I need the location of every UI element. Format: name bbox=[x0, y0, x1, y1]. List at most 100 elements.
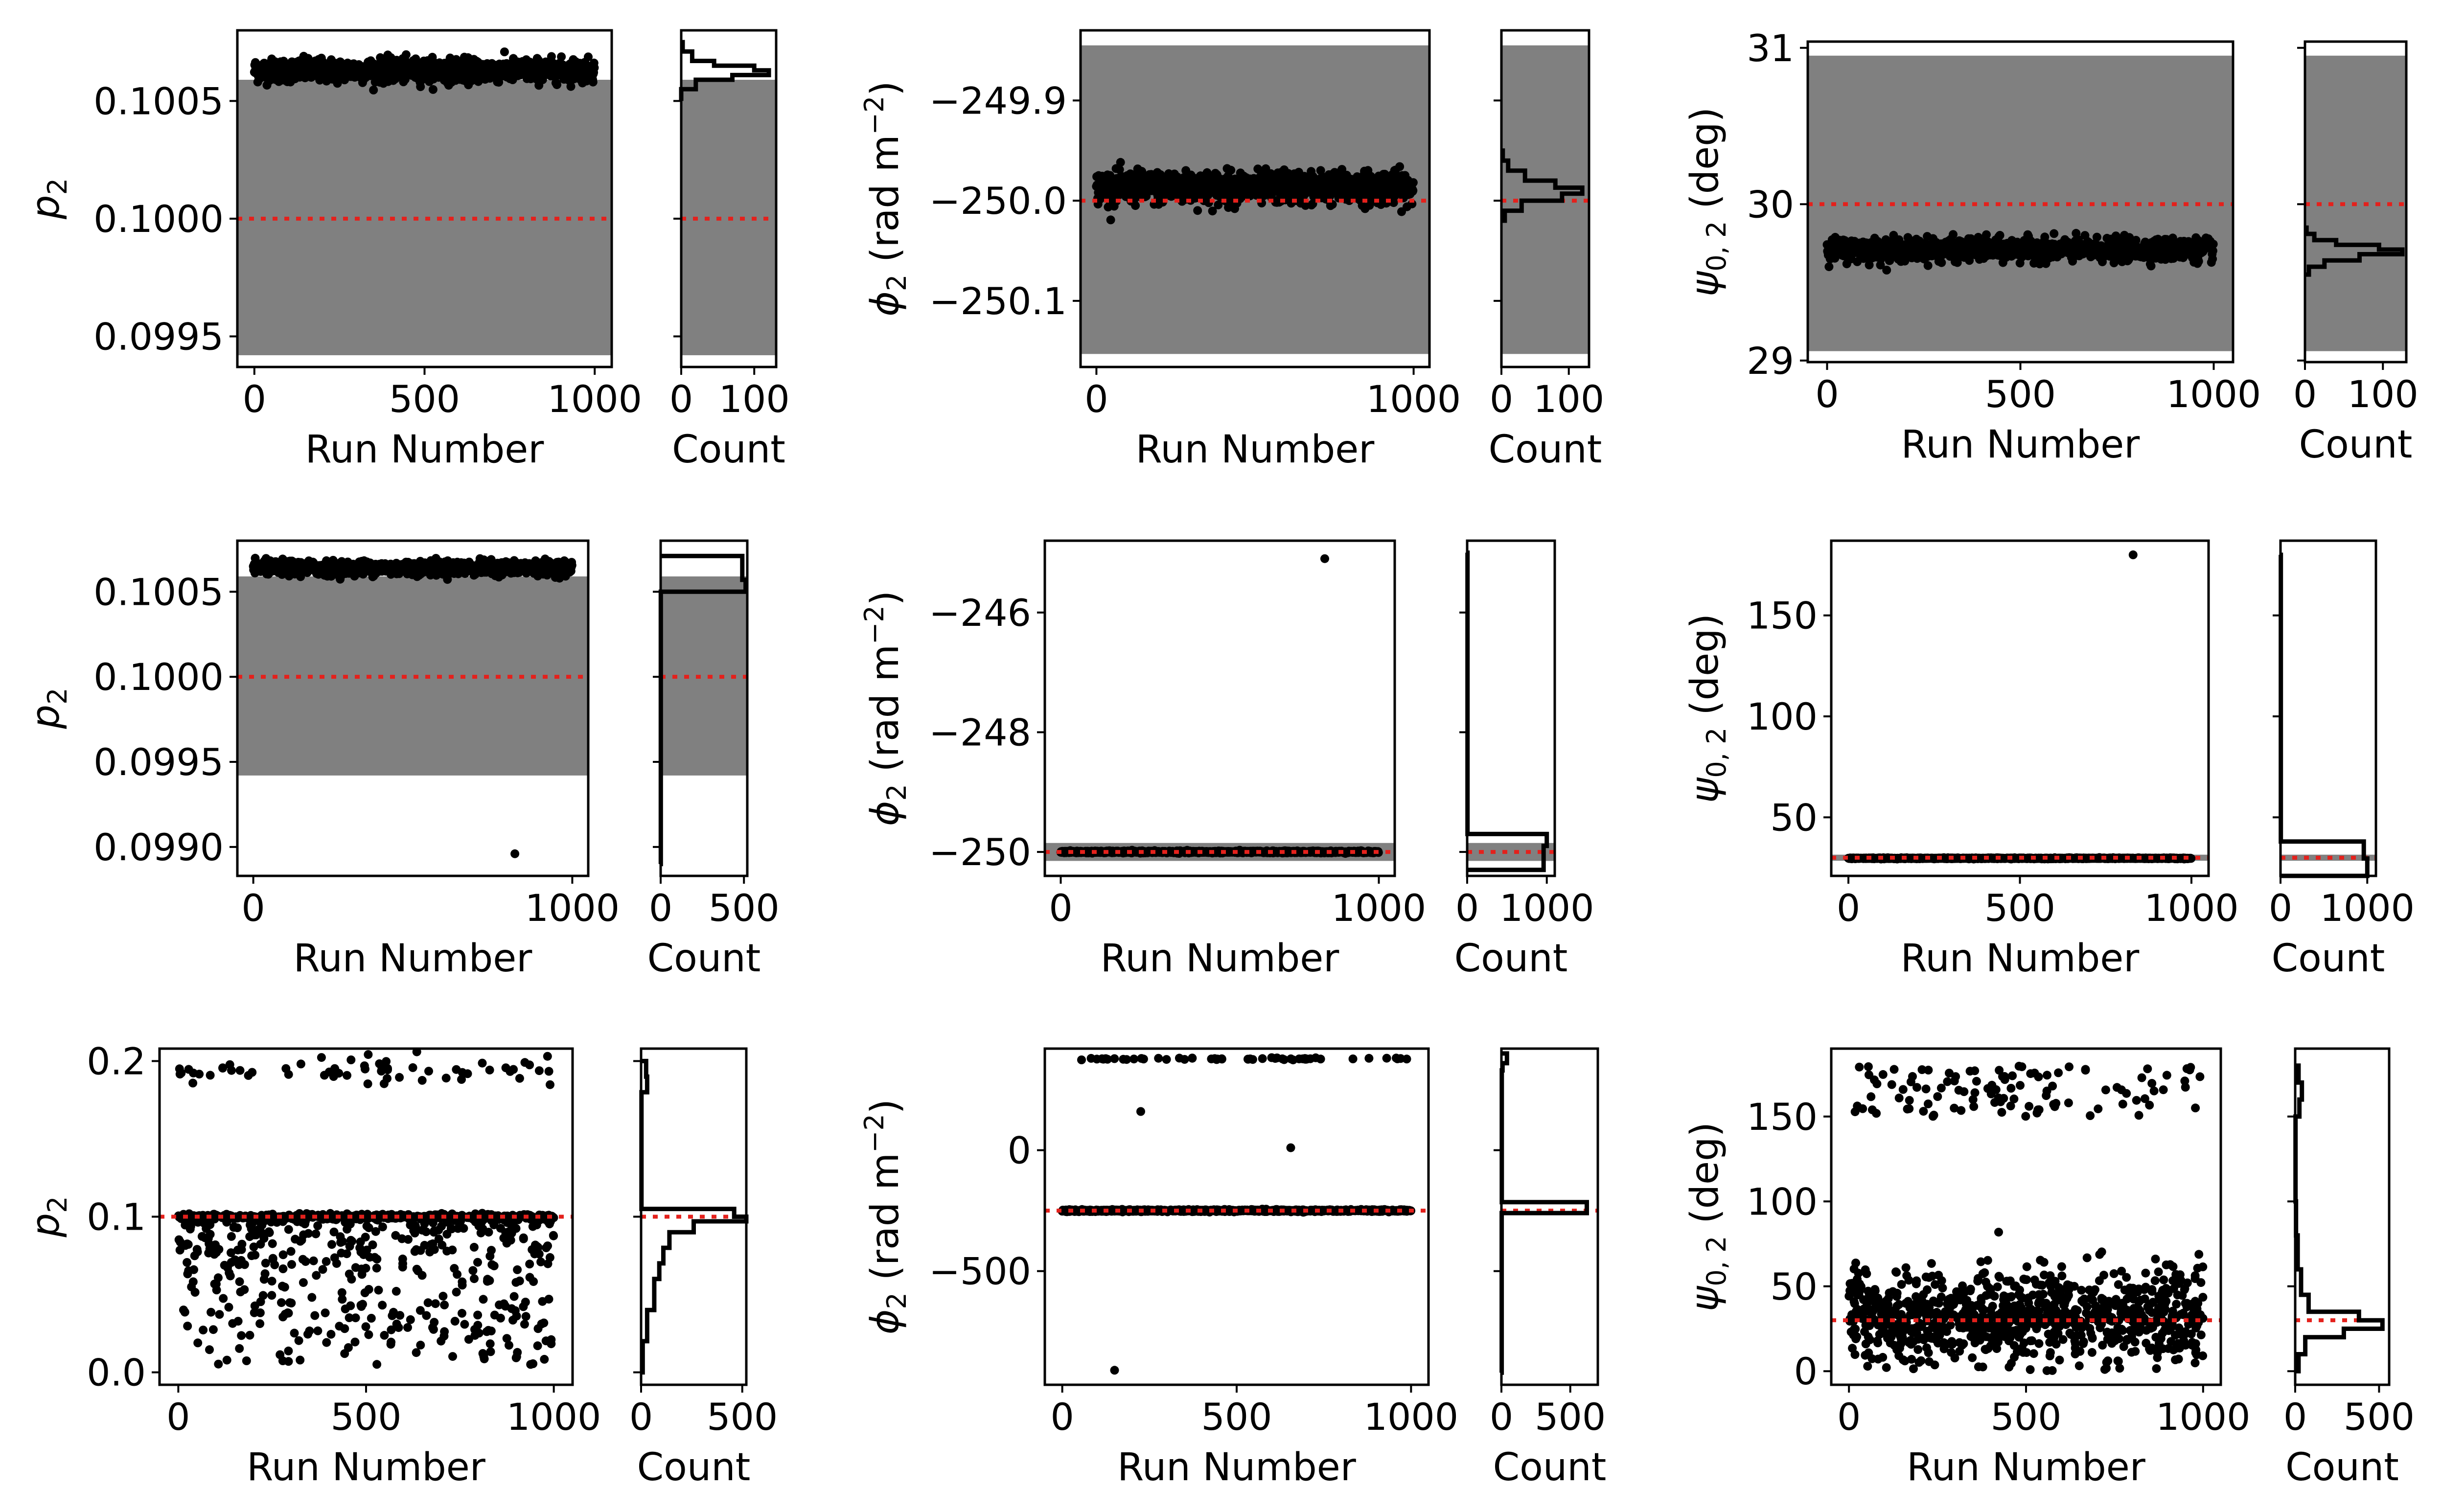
y-tick-label: −250.1 bbox=[929, 279, 1067, 323]
hist-x-tick-label: 100 bbox=[719, 377, 790, 421]
data-point bbox=[588, 77, 598, 87]
data-point bbox=[401, 50, 411, 59]
data-point bbox=[1408, 186, 1418, 195]
data-point bbox=[1824, 262, 1834, 272]
data-point bbox=[1408, 178, 1418, 187]
data-point bbox=[2050, 229, 2059, 238]
data-point bbox=[1116, 158, 1125, 167]
y-axis-label: ψ0, 2 (deg) bbox=[1683, 107, 1732, 297]
data-point bbox=[566, 82, 576, 91]
y-axis-label-part: 0, 2 bbox=[1701, 221, 1732, 272]
x-axis-label: Run Number bbox=[1901, 423, 2141, 467]
data-point bbox=[1226, 165, 1236, 175]
y-tick-label: 0.1000 bbox=[93, 197, 224, 241]
y-tick-label: 0.1005 bbox=[93, 570, 224, 614]
y-axis-label-part: 2 bbox=[42, 178, 73, 195]
data-point bbox=[1106, 215, 1115, 225]
y-axis-label: p2 bbox=[24, 178, 73, 220]
y-axis-label-part: ) bbox=[863, 81, 907, 95]
x-tick-label: 0 bbox=[1084, 377, 1108, 421]
x-tick-label: 1000 bbox=[2166, 372, 2261, 416]
hist-x-tick-label: 0 bbox=[649, 886, 672, 930]
y-tick-label: 0.0990 bbox=[93, 825, 224, 869]
y-tick-label: −250.0 bbox=[929, 179, 1067, 223]
y-axis-label-part: p bbox=[24, 195, 68, 220]
x-tick-label: 0 bbox=[243, 377, 266, 421]
y-axis-label-text: ϕ2 (rad m−2) bbox=[859, 81, 912, 316]
y-axis-label-part: ϕ bbox=[863, 291, 907, 316]
y-tick-label: 0.0995 bbox=[93, 315, 224, 358]
y-axis-label: p2 bbox=[24, 688, 73, 730]
x-axis-label: Run Number bbox=[294, 937, 533, 981]
data-point bbox=[590, 63, 599, 72]
data-point bbox=[467, 76, 477, 85]
y-tick-label: −249.9 bbox=[929, 79, 1067, 122]
data-point bbox=[1395, 162, 1405, 171]
data-point bbox=[1995, 230, 2004, 240]
scatter-points bbox=[1056, 554, 1383, 858]
x-tick-label: 500 bbox=[1985, 372, 2056, 416]
y-axis-label-text: p2 bbox=[24, 178, 73, 220]
hist-x-axis-label: Count bbox=[672, 428, 785, 472]
data-point bbox=[2208, 254, 2217, 264]
hist-x-axis-label: Count bbox=[2299, 423, 2413, 467]
hist-x-axis-label: Count bbox=[1489, 428, 1602, 472]
y-axis-label-part: 2 bbox=[42, 688, 73, 705]
x-tick-label: 500 bbox=[389, 377, 460, 421]
hist-axes-frame bbox=[680, 29, 778, 368]
panel-0-1: 0 1000 −249.9 −250.0 −250.1 0 100 Run Number Cou… bbox=[859, 29, 1604, 472]
data-point bbox=[584, 52, 593, 62]
data-point bbox=[369, 86, 378, 94]
y-tick-label: 0.1000 bbox=[93, 655, 224, 699]
scatter-points bbox=[1092, 158, 1418, 225]
y-axis-label-part: (rad m bbox=[863, 135, 907, 274]
x-tick-label: 0 bbox=[241, 886, 265, 930]
y-tick-label: 30 bbox=[1747, 183, 1794, 226]
data-point bbox=[2092, 232, 2101, 242]
data-point bbox=[1214, 200, 1223, 209]
y-axis-label-part: 2 bbox=[881, 275, 912, 291]
y-tick-label: 0.1005 bbox=[93, 79, 224, 123]
data-point bbox=[553, 80, 561, 90]
data-point bbox=[428, 85, 438, 94]
data-point bbox=[1193, 206, 1202, 215]
data-point bbox=[557, 52, 566, 61]
hist-x-tick-label: 0 bbox=[1490, 377, 1513, 421]
data-point bbox=[416, 82, 425, 92]
hist-x-tick-label: 100 bbox=[2348, 372, 2419, 416]
data-point bbox=[1923, 261, 1933, 270]
y-axis-label-part: ψ bbox=[1683, 271, 1727, 297]
data-point bbox=[2146, 261, 2156, 271]
y-tick-label: 29 bbox=[1747, 339, 1794, 383]
y-axis-label: ϕ2 (rad m−2) bbox=[859, 81, 912, 316]
panel-0-0: 0 500 1000 0.0995 0.1000 0.1005 0 100 Run Number… bbox=[24, 29, 790, 472]
y-tick-label: 0.0995 bbox=[93, 740, 224, 784]
x-tick-label: 1000 bbox=[1366, 377, 1461, 421]
data-point bbox=[1949, 230, 1958, 239]
hist-x-tick-label: 0 bbox=[669, 377, 693, 421]
y-axis-label-text: ψ0, 2 (deg) bbox=[1683, 107, 1732, 297]
x-axis-label: Run Number bbox=[1136, 428, 1375, 472]
data-point bbox=[1131, 201, 1140, 210]
scatter-points bbox=[250, 47, 599, 94]
data-point bbox=[2194, 256, 2203, 266]
y-axis-label-part: −2 bbox=[859, 96, 890, 135]
hist-x-tick-label: 500 bbox=[709, 886, 780, 930]
y-axis-label-part: p bbox=[24, 705, 68, 730]
data-point bbox=[2209, 239, 2218, 249]
x-tick-label: 1000 bbox=[525, 886, 620, 930]
y-axis-label-text: p2 bbox=[24, 688, 73, 730]
data-point bbox=[1882, 266, 1891, 275]
y-axis-label-part: (deg) bbox=[1683, 107, 1727, 221]
histogram-outline bbox=[679, 40, 771, 101]
x-tick-label: 0 bbox=[1815, 372, 1839, 416]
panel-1-0: 0 1000 0.0990 0.0995 0.1000 0.1005 0 500 Run Num… bbox=[24, 539, 780, 981]
hist-x-tick-label: 100 bbox=[1533, 377, 1604, 421]
y-tick-label: 31 bbox=[1747, 26, 1794, 70]
x-tick-label: 1000 bbox=[548, 377, 642, 421]
data-point bbox=[1208, 206, 1217, 216]
x-axis-label: Run Number bbox=[305, 428, 545, 472]
